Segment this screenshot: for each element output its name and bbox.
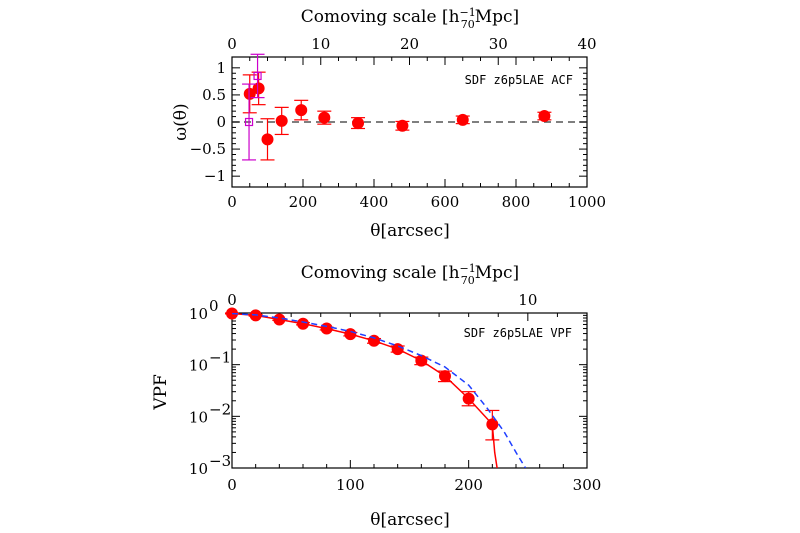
acf-panel-label: SDF z6p5LAE ACF [465,73,573,87]
vpf-panel-label: SDF z6p5LAE VPF [464,326,572,340]
vpf-y-tick-exponent: 0 [209,297,219,315]
vpf-y-tick-label: 10 [189,305,208,323]
acf-point [261,133,274,146]
vpf-point [415,354,428,367]
acf-y-tick-label: −0.5 [190,140,226,158]
acf-point [318,111,331,124]
acf-x-tick-label: 0 [227,193,237,211]
acf-point [243,87,256,100]
vpf-model-line [232,313,527,468]
vpf-top-label-sub: 70 [461,274,475,287]
vpf-y-tick-label: 10 [189,357,208,375]
acf-y-tick-label: 0 [216,113,226,131]
vpf-y-axis-label: VPF [151,374,171,411]
vpf-x-axis-label: θ[arcsec] [370,510,450,530]
acf-top-tick-label: 10 [311,35,330,53]
acf-series [242,53,552,161]
acf-point [275,114,288,127]
vpf-point [320,322,333,335]
acf-top-tick-label: 40 [577,35,596,53]
acf-ticks: 0 200 400 600 800 1000 0 10 20 30 40 −1 −0.5 0 0.5 1 [190,35,607,211]
acf-y-tick-label: 0.5 [202,86,226,104]
acf-top-label-end: Mpc] [475,7,519,27]
vpf-y-tick-exponent: −2 [209,400,231,418]
vpf-top-tick-label: 0 [227,291,237,309]
acf-x-tick-label: 400 [360,193,389,211]
acf-x-tick-label: 200 [289,193,318,211]
acf-top-label-sub: 70 [461,18,475,31]
vpf-top-axis-label: Comoving scale [h−1 70Mpc] [301,262,519,287]
acf-point-square [244,117,254,127]
vpf-point [439,370,451,383]
vpf-y-tick-label: 10 [189,460,208,478]
acf-point [396,119,409,132]
acf-top-label-start: Comoving scale [h [301,7,460,27]
acf-x-tick-label: 600 [431,193,460,211]
acf-point [252,82,265,95]
vpf-top-tick-label: 10 [518,291,537,309]
acf-y-axis-label: ω(θ) [171,103,191,140]
acf-panel: 0 200 400 600 800 1000 0 10 20 30 40 −1 −0.5 0 0.5 1 SD… [171,6,606,241]
vpf-top-label-end: Mpc] [475,263,519,283]
vpf-x-tick-label: 200 [454,476,483,494]
vpf-point [368,334,380,347]
vpf-x-tick-label: 300 [573,476,602,494]
acf-point [538,110,551,123]
acf-x-tick-label: 1000 [568,193,606,211]
acf-point-square [253,71,262,81]
vpf-top-label-start: Comoving scale [h [301,263,460,283]
acf-top-tick-label: 30 [489,35,508,53]
acf-top-label-sup: −1 [460,6,476,19]
vpf-y-tick-label: 10 [189,408,208,426]
acf-x-axis-label: θ[arcsec] [370,221,450,241]
vpf-point [462,392,475,405]
vpf-data-line [232,313,498,468]
acf-x-tick-label: 800 [502,193,531,211]
vpf-y-tick-exponent: −1 [209,349,231,367]
vpf-x-tick-label: 100 [336,476,365,494]
acf-top-axis-label: Comoving scale [h−1 70Mpc] [301,6,519,31]
vpf-top-label-sup: −1 [460,262,476,275]
vpf-point [344,328,357,341]
acf-point [295,104,308,117]
acf-y-tick-label: −1 [204,167,226,185]
acf-top-tick-label: 20 [400,35,419,53]
acf-top-tick-label: 0 [227,35,237,53]
vpf-y-tick-exponent: −3 [209,452,231,470]
vpf-series [225,307,527,468]
vpf-point [297,317,309,330]
acf-point [456,113,469,126]
acf-y-tick-label: 1 [216,59,226,77]
vpf-x-tick-label: 0 [227,476,237,494]
acf-point [352,117,365,130]
vpf-point [273,313,286,326]
vpf-point [486,418,499,431]
